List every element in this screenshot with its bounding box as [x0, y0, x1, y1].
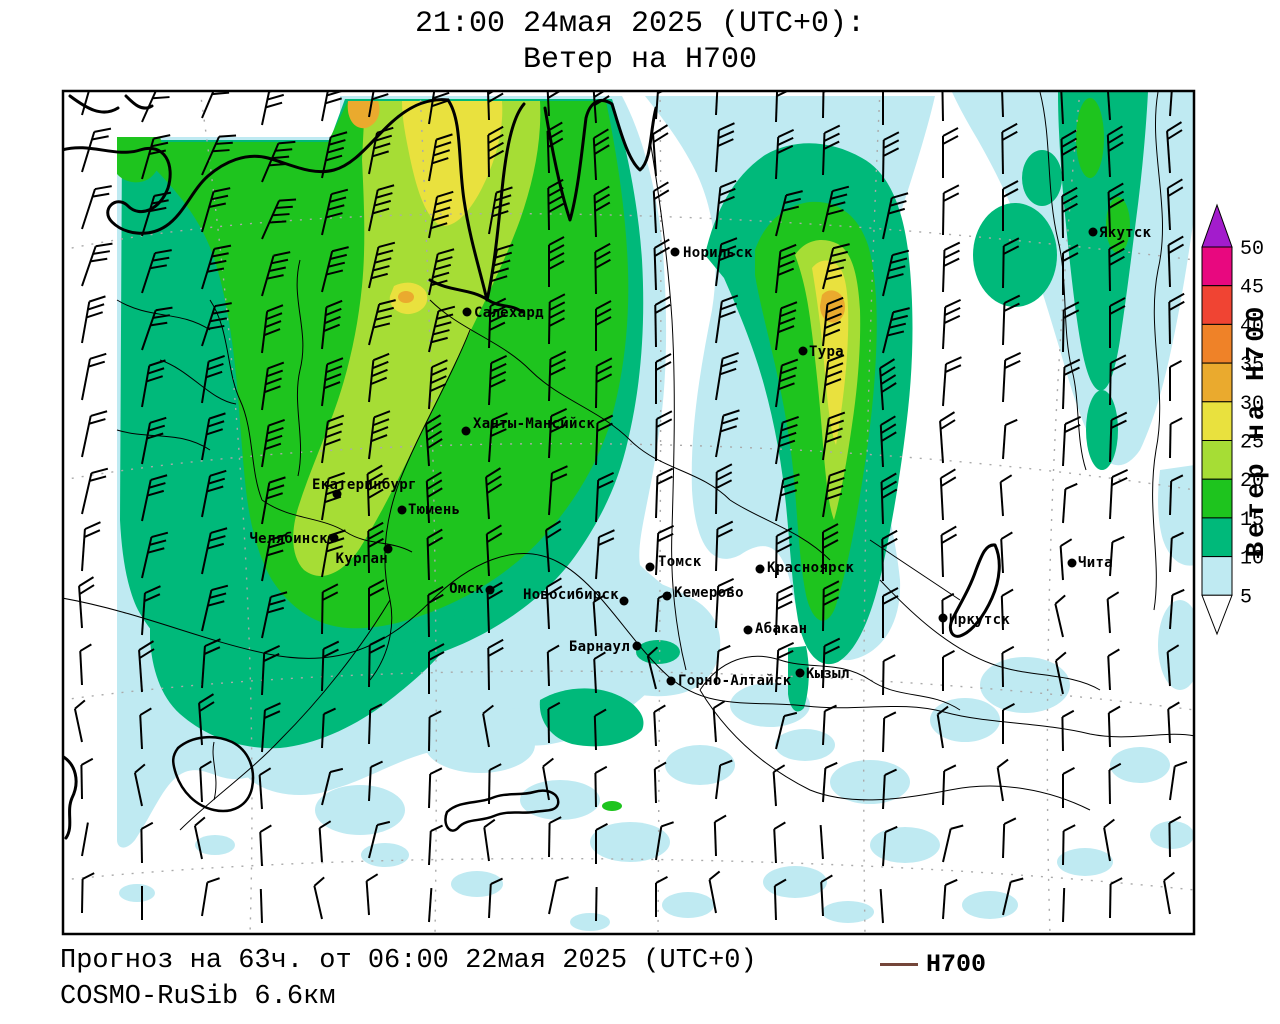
city-label: Тура — [809, 344, 844, 360]
city-label: Новосибирск — [523, 587, 619, 603]
colorbar-tick-label: 30 — [1240, 393, 1264, 416]
city-marker: Барнаул — [569, 639, 642, 655]
city-label: Челябинск — [249, 531, 328, 547]
colorbar-tick-label: 20 — [1240, 470, 1264, 493]
city-marker: Курган — [336, 544, 393, 567]
city-dot — [329, 533, 339, 543]
city-label: Салехард — [474, 305, 544, 321]
city-label: Якутск — [1099, 225, 1152, 241]
colorbar-segment — [1201, 401, 1233, 441]
colorbar-title: Ветер на H700 — [1241, 303, 1271, 558]
city-dot — [383, 544, 393, 554]
colorbar-tick-label: 5 — [1240, 586, 1252, 609]
city-marker: Ханты-Мансийск — [461, 416, 595, 436]
h700-legend-label: H700 — [926, 950, 987, 979]
city-dot — [485, 585, 495, 595]
colorbar-tick-label: 35 — [1240, 354, 1264, 377]
wind-barbs — [73, 91, 1188, 924]
map-frame — [61, 89, 1196, 936]
colorbar-tick-label: 10 — [1240, 548, 1264, 571]
city-dot — [938, 613, 948, 623]
city-marker: Красноярск — [755, 560, 855, 576]
colorbar-segment — [1201, 440, 1233, 480]
city-marker: Омск — [449, 581, 495, 597]
colorbar-segment — [1201, 517, 1233, 558]
colorbar-tick-label: 50 — [1240, 238, 1264, 261]
city-label: Тюмень — [408, 502, 460, 518]
city-label: Омск — [449, 581, 484, 597]
city-label: Красноярск — [767, 560, 855, 576]
h700-line-sample — [880, 963, 918, 966]
colorbar-tick-label: 25 — [1240, 432, 1264, 455]
city-label: Иркутск — [949, 612, 1010, 628]
city-marker: Челябинск — [249, 531, 339, 547]
city-label: Кемерово — [674, 585, 744, 601]
colorbar: 50 45 40 35 30 25 20 15 10 5 Ветер на H700 — [1201, 203, 1271, 636]
city-marker: Абакан — [743, 621, 807, 637]
city-label: Кызыл — [806, 666, 850, 682]
city-marker: Чита — [1067, 555, 1113, 571]
city-label: Екатеринбург — [312, 477, 417, 493]
city-marker: Якутск — [1088, 225, 1152, 241]
city-label: Чита — [1078, 555, 1113, 571]
city-dot — [743, 625, 753, 635]
city-marker: Новосибирск — [523, 587, 629, 606]
city-dot — [397, 505, 407, 515]
colorbar-segment — [1201, 285, 1233, 325]
city-marker: Салехард — [462, 305, 544, 321]
city-marker: Кемерово — [662, 585, 744, 601]
colorbar-tick-label: 15 — [1240, 509, 1264, 532]
colorbar-segment — [1201, 246, 1233, 287]
city-dot — [332, 489, 342, 499]
region-borders — [63, 91, 1194, 831]
city-marker: Норильск — [670, 245, 753, 261]
city-dot — [795, 668, 805, 678]
colorbar-tick-label: 40 — [1240, 315, 1264, 338]
colorbar-segment — [1201, 556, 1233, 596]
city-marker: Тура — [798, 344, 844, 360]
city-dot — [1067, 558, 1077, 568]
page-title: 21:00 24мая 2025 (UTC+0): Ветер на H700 — [0, 6, 1280, 78]
model-caption: COSMO-RuSib 6.6км — [60, 982, 336, 1012]
city-label: Абакан — [755, 621, 807, 637]
coastlines — [63, 94, 1001, 840]
city-label: Курган — [336, 551, 388, 567]
title-line1: 21:00 24мая 2025 (UTC+0): — [414, 7, 866, 41]
forecast-caption: Прогноз на 63ч. от 06:00 22мая 2025 (UTC… — [60, 946, 757, 976]
city-dot — [619, 596, 629, 606]
city-label: Барнаул — [569, 639, 630, 655]
colorbar-segment — [1201, 478, 1233, 519]
city-marker: Кызыл — [795, 666, 850, 682]
city-dot — [645, 562, 655, 572]
city-dot — [662, 591, 672, 601]
city-marker: Томск — [645, 554, 702, 572]
wind-speed-field — [117, 92, 1194, 931]
city-markers: Норильск Салехард Тура Ханты-Мансийск Екатер… — [249, 225, 1151, 689]
city-dot — [755, 564, 765, 574]
colorbar-underflow-arrow — [1201, 594, 1233, 636]
city-marker: Тюмень — [397, 502, 460, 518]
city-label: Томск — [658, 554, 702, 570]
city-dot — [670, 247, 680, 257]
city-dot — [798, 346, 808, 356]
city-dot — [632, 641, 642, 651]
h700-legend: H700 — [880, 950, 986, 979]
city-marker: Екатеринбург — [312, 477, 417, 499]
city-marker: Иркутск — [938, 612, 1010, 628]
city-label: Горно-Алтайск — [678, 673, 792, 689]
colorbar-segment — [1201, 362, 1233, 403]
city-dot — [666, 676, 676, 686]
colorbar-segment — [1201, 323, 1233, 364]
city-label: Ханты-Мансийск — [473, 416, 595, 432]
city-dot — [461, 426, 471, 436]
city-dot — [1088, 227, 1098, 237]
colorbar-overflow-arrow — [1201, 203, 1233, 248]
city-label: Норильск — [683, 245, 753, 261]
city-dot — [462, 307, 472, 317]
title-line2: Ветер на H700 — [522, 43, 758, 77]
city-marker: Горно-Алтайск — [666, 673, 792, 689]
colorbar-tick-label: 45 — [1240, 277, 1264, 300]
